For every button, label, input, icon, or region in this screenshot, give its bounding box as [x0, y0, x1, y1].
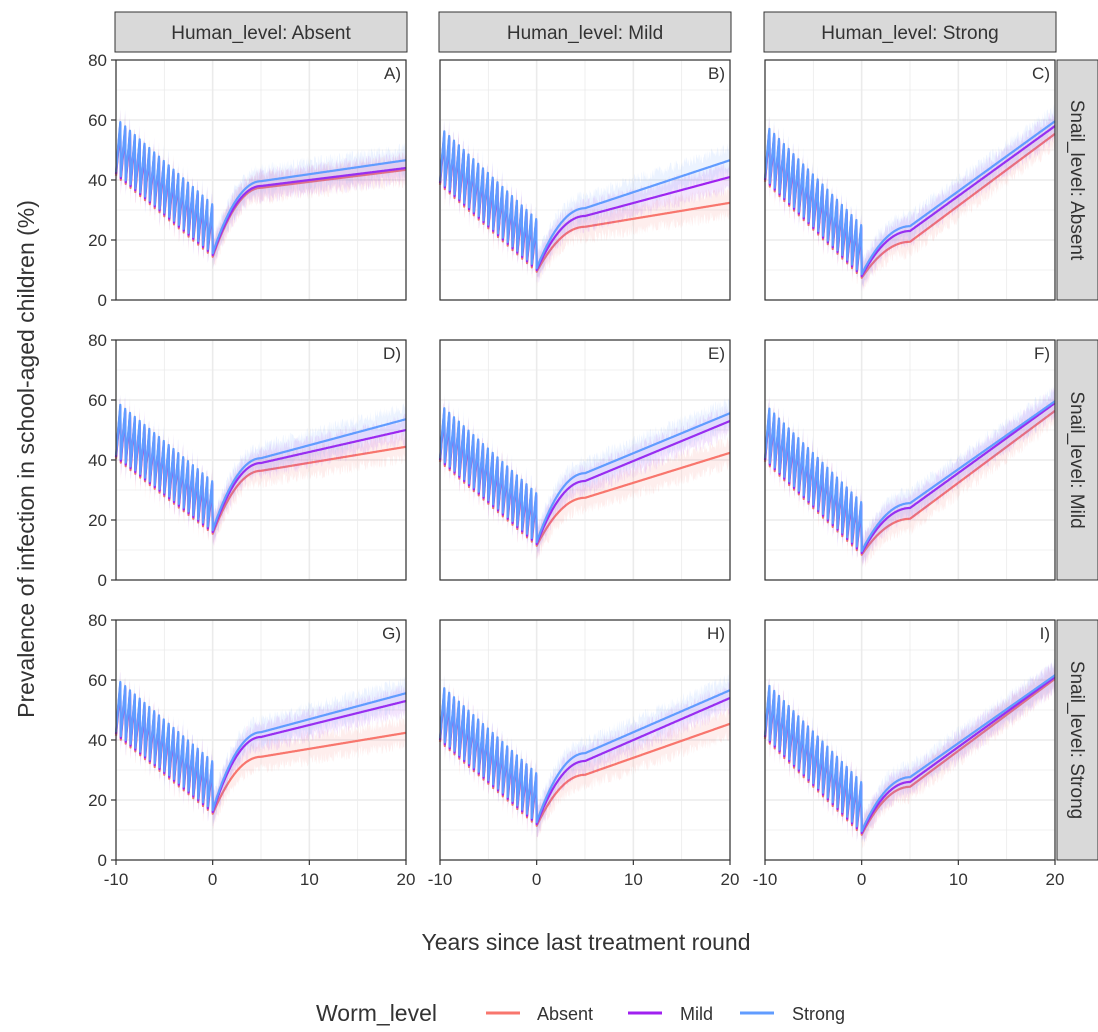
x-tick-label: 20 [721, 870, 740, 889]
panel-tag: A) [384, 64, 401, 83]
series-line-strong [438, 130, 731, 270]
series-line-mild [763, 125, 1056, 278]
series-line-absent [114, 684, 407, 815]
series-line-absent [763, 131, 1056, 279]
column-strip [438, 11, 732, 53]
series-line-strong [114, 403, 407, 532]
x-tick-label: 20 [397, 870, 416, 889]
row-strip [1056, 339, 1098, 581]
row-strip-label: Snail_level: Strong [1066, 661, 1087, 819]
x-tick-label: 0 [857, 870, 866, 889]
y-tick-label: 40 [88, 731, 107, 750]
panel-tag: H) [707, 624, 725, 643]
panel-tag: G) [382, 624, 401, 643]
facet-panel: B) [438, 59, 731, 301]
panel-border [439, 339, 731, 581]
series-line-mild [438, 688, 731, 826]
series-line-absent [763, 677, 1056, 836]
facet-panel: C) [763, 59, 1056, 301]
series-line-strong [438, 407, 731, 544]
column-strip-label: Human_level: Absent [171, 23, 351, 44]
series-line-mild [438, 408, 731, 546]
y-tick-label: 20 [88, 231, 107, 250]
panel-border [764, 619, 1056, 861]
y-tick-label: 40 [88, 451, 107, 470]
panel-tag: F) [1034, 344, 1050, 363]
series-line-mild [438, 132, 731, 272]
facet-panel: F) [763, 339, 1056, 581]
y-tick-label: 60 [88, 391, 107, 410]
series-line-absent [438, 410, 731, 547]
y-tick-label: 80 [88, 611, 107, 630]
y-tick-label: 60 [88, 671, 107, 690]
series-line-absent [114, 124, 407, 258]
x-tick-label: 0 [532, 870, 541, 889]
x-tick-label: 10 [949, 870, 968, 889]
panels-layer: Human_level: Absent Human_level: Mild Huma… [88, 11, 1098, 889]
y-tick-label: 60 [88, 111, 107, 130]
series-line-absent [438, 133, 731, 273]
legend-title: Worm_level [316, 1000, 437, 1026]
series-line-mild [114, 122, 407, 257]
x-tick-label: 10 [300, 870, 319, 889]
series-line-strong [114, 120, 407, 255]
series-line-strong [438, 687, 731, 824]
x-axis-title: Years since last treatment round [422, 929, 751, 955]
x-tick-label: 10 [624, 870, 643, 889]
x-tick-label: 20 [1046, 870, 1065, 889]
y-tick-label: 20 [88, 511, 107, 530]
panel-tag: I) [1040, 624, 1050, 643]
legend-label-mild: Mild [680, 1004, 713, 1024]
panel-tag: D) [383, 344, 401, 363]
column-strip-label: Human_level: Strong [821, 23, 998, 44]
series-line-mild [114, 405, 407, 534]
y-tick-label: 20 [88, 791, 107, 810]
series-line-strong [114, 680, 407, 812]
panel-tag: B) [708, 64, 725, 83]
y-tick-label: 40 [88, 171, 107, 190]
x-tick-label: -10 [753, 870, 778, 889]
facet-panel: I) -10 0 10 20 [753, 619, 1065, 889]
facet-panel: E) [438, 339, 731, 581]
series-line-absent [114, 407, 407, 535]
panel-border [439, 59, 731, 301]
facet-panel: H) -10 0 10 20 [428, 619, 740, 889]
series-line-strong [763, 674, 1056, 833]
y-tick-label: 0 [98, 851, 107, 870]
panel-tag: C) [1032, 64, 1050, 83]
row-strip-label: Snail_level: Absent [1066, 100, 1087, 261]
series-line-strong [763, 400, 1056, 553]
series-line-mild [763, 402, 1056, 555]
y-tick-label: 80 [88, 51, 107, 70]
series-line-absent [763, 409, 1056, 556]
x-tick-label: -10 [104, 870, 129, 889]
column-strip-label: Human_level: Mild [507, 23, 663, 44]
series-line-absent [438, 690, 731, 827]
y-tick-label: 0 [98, 291, 107, 310]
panel-border [764, 59, 1056, 301]
row-strip [1056, 59, 1098, 301]
legend: Worm_level Absent Mild Strong [316, 1000, 845, 1026]
y-axis-title: Prevalence of infection in school-aged c… [13, 200, 39, 718]
legend-label-strong: Strong [792, 1004, 845, 1024]
panel-border [764, 339, 1056, 581]
x-tick-label: 0 [208, 870, 217, 889]
column-strip [114, 11, 408, 53]
facet-panel: A) 0 20 40 60 80 [88, 51, 407, 310]
x-tick-label: -10 [428, 870, 453, 889]
series-line-mild [763, 676, 1056, 835]
facet-panel: D) 0 20 40 60 80 [88, 331, 407, 590]
y-tick-label: 80 [88, 331, 107, 350]
row-strip [1056, 619, 1098, 861]
series-line-mild [114, 682, 407, 814]
row-strip-label: Snail_level: Mild [1066, 391, 1087, 528]
panel-tag: E) [708, 344, 725, 363]
column-strip [763, 11, 1057, 53]
panel-border [439, 619, 731, 861]
y-tick-label: 0 [98, 571, 107, 590]
series-line-strong [763, 120, 1056, 276]
legend-label-absent: Absent [537, 1004, 593, 1024]
